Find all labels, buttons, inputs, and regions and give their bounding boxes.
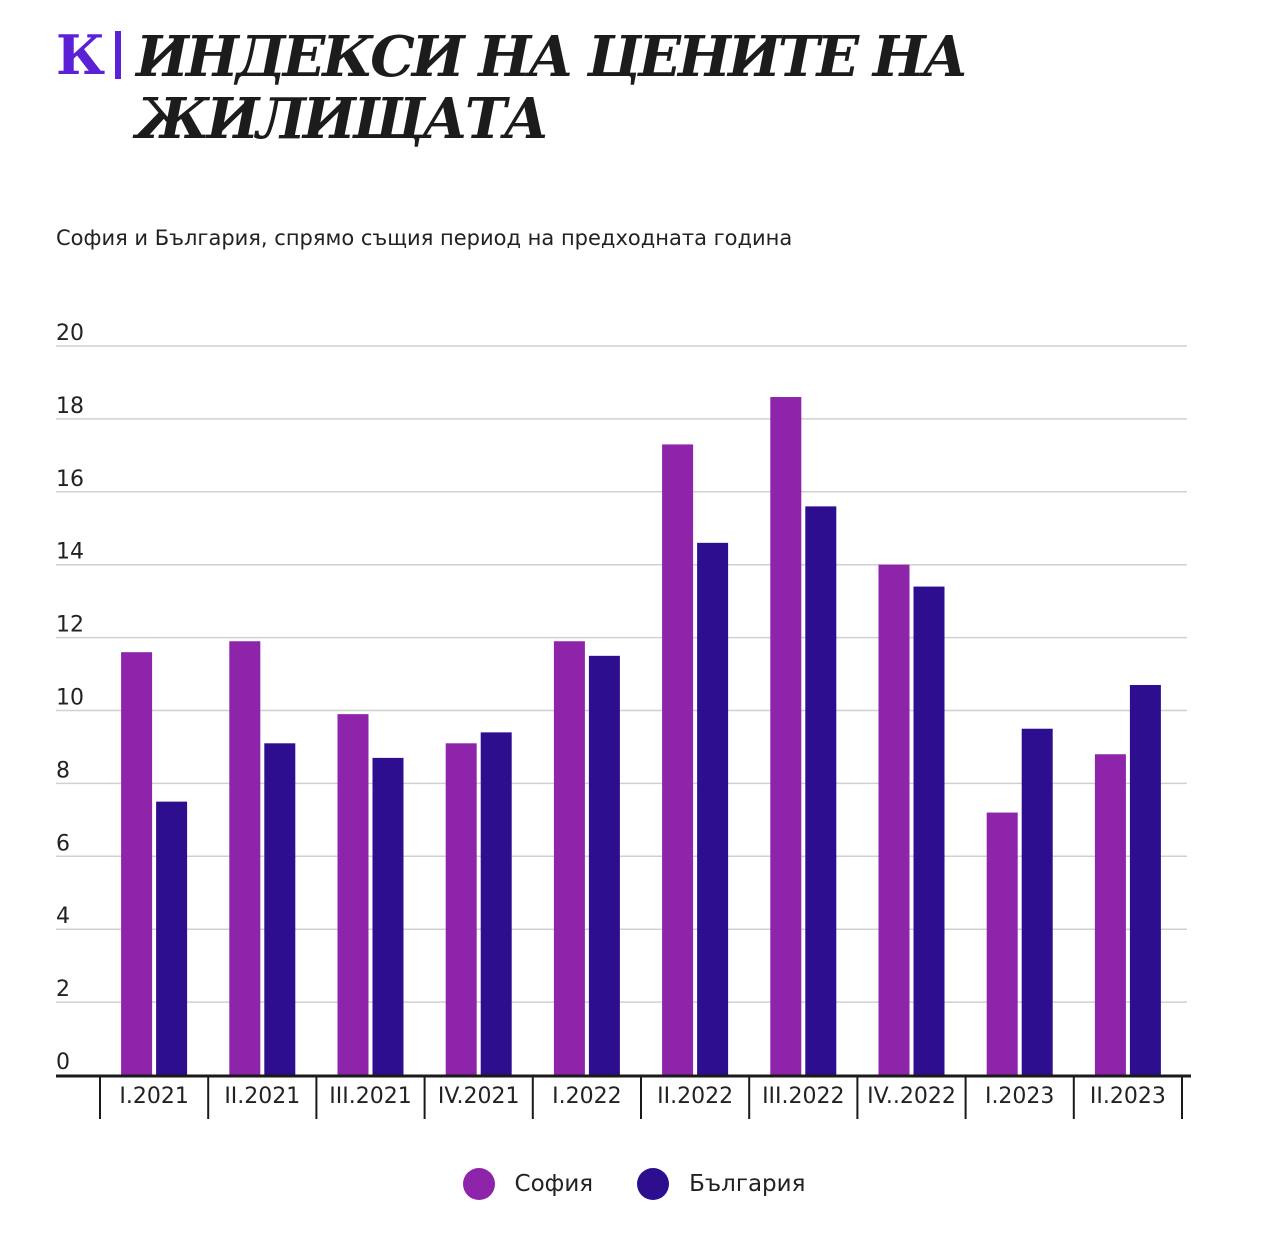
bar-sofia <box>662 444 694 1075</box>
bar-sofia <box>878 564 910 1075</box>
bar-sofia <box>229 641 261 1075</box>
logo-letter: К <box>56 23 106 87</box>
x-axis: I.2021 II.2021 III.2021 IV.2021 I.2022 II.202… <box>56 1074 1191 1119</box>
bar-sofia <box>121 652 153 1075</box>
bar-bulgaria <box>480 732 512 1075</box>
bar-sofia <box>770 397 802 1075</box>
y-tick-label: 20 <box>56 321 84 346</box>
bar-bulgaria <box>264 743 296 1075</box>
x-tick-label: I.2022 <box>552 1084 621 1109</box>
bar-sofia <box>445 743 477 1075</box>
x-tick-label: I.2023 <box>985 1084 1054 1109</box>
y-tick-label: 16 <box>56 467 84 492</box>
y-tick-label: 4 <box>56 904 70 929</box>
bar-bulgaria <box>697 542 729 1075</box>
legend-label-bulgaria: България <box>689 1171 806 1197</box>
y-tick-label: 2 <box>56 977 70 1002</box>
bar-sofia <box>553 641 585 1075</box>
x-tick-label: II.2021 <box>224 1084 300 1109</box>
y-tick-label: 18 <box>56 394 84 419</box>
logo-bar <box>115 31 122 79</box>
chart-title: ИНДЕКСИ НА ЦЕНИТЕ НА ЖИЛИЩАТА <box>136 24 968 152</box>
bar-bulgaria <box>1021 728 1053 1075</box>
chart-subtitle: София и България, спрямо същия период на… <box>56 226 793 250</box>
x-tick-label: IV.2021 <box>438 1084 520 1109</box>
legend-item-bulgaria: България <box>637 1168 805 1200</box>
x-tick-label: III.2022 <box>762 1084 844 1109</box>
bar-bulgaria <box>372 757 404 1075</box>
x-tick-label: II.2023 <box>1090 1084 1166 1109</box>
legend: София България <box>0 1168 1268 1200</box>
bar-sofia <box>337 714 369 1075</box>
bar-bulgaria <box>156 801 188 1075</box>
legend-label-sofia: София <box>514 1171 594 1197</box>
x-tick-label: I.2021 <box>119 1084 188 1109</box>
y-tick-label: 6 <box>56 831 70 856</box>
y-tick-label: 12 <box>56 613 84 638</box>
legend-item-sofia: София <box>462 1168 594 1200</box>
x-tick-label: IV..2022 <box>867 1084 956 1109</box>
bar-bulgaria <box>588 655 620 1075</box>
y-axis-ticks: 0 2 4 6 8 10 12 14 16 18 20 <box>56 321 84 1075</box>
legend-swatch-sofia <box>462 1168 495 1200</box>
bar-bulgaria <box>1129 684 1161 1075</box>
bar-sofia <box>1094 754 1126 1075</box>
y-tick-label: 14 <box>56 540 84 565</box>
bars <box>121 397 1161 1075</box>
y-tick-label: 0 <box>56 1050 70 1075</box>
logo: К <box>56 23 122 87</box>
y-tick-label: 10 <box>56 686 84 711</box>
bar-bulgaria <box>913 586 945 1075</box>
y-tick-label: 8 <box>56 758 70 783</box>
bar-bulgaria <box>805 506 837 1075</box>
x-tick-label: II.2022 <box>657 1084 733 1109</box>
legend-swatch-bulgaria <box>637 1168 670 1200</box>
bar-sofia <box>986 812 1018 1075</box>
x-tick-label: III.2021 <box>329 1084 411 1109</box>
